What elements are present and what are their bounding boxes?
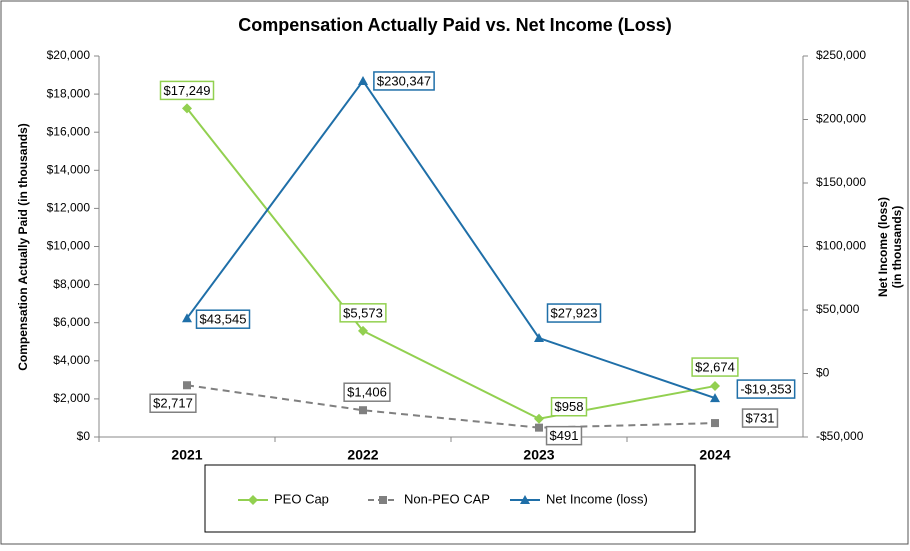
y-tick-label: $10,000	[47, 239, 91, 253]
x-tick-label: 2023	[523, 447, 554, 463]
y-tick-label: $4,000	[53, 353, 90, 367]
data-label: $958	[555, 399, 584, 414]
y-tick-label: $2,000	[53, 391, 90, 405]
point	[182, 103, 192, 114]
data-label: $5,573	[343, 305, 383, 320]
x-tick-label: 2024	[699, 447, 730, 463]
legend-box	[204, 464, 696, 533]
y2-tick-label: $100,000	[816, 239, 866, 253]
point	[534, 413, 544, 424]
point	[358, 325, 368, 336]
point	[359, 406, 367, 415]
chart-title: Compensation Actually Paid vs. Net Incom…	[238, 15, 671, 35]
point	[183, 381, 191, 390]
point	[182, 313, 192, 323]
y-tick-label: $16,000	[47, 124, 91, 138]
point	[710, 381, 720, 392]
data-label-box	[195, 309, 251, 329]
point	[520, 495, 530, 504]
series-line	[186, 384, 716, 429]
point	[379, 496, 387, 504]
x-tick-label: 2021	[171, 447, 202, 463]
data-label-box	[545, 425, 583, 446]
y-tick-label: $18,000	[47, 86, 91, 100]
data-label-box	[550, 397, 588, 417]
point	[535, 423, 543, 432]
point	[710, 393, 720, 403]
data-label-box	[159, 80, 215, 101]
point	[358, 75, 368, 85]
y2-tick-label: -$50,000	[816, 429, 864, 443]
point	[711, 419, 719, 428]
y2-tick-label: $0	[816, 366, 830, 380]
y2-axis-label: Net Income (loss)	[876, 197, 890, 297]
y2-tick-label: $200,000	[816, 112, 866, 126]
data-label: $2,674	[695, 359, 735, 374]
data-label-box	[741, 408, 779, 428]
y-tick-label: $6,000	[53, 315, 90, 329]
series-line	[186, 107, 716, 420]
y2-tick-label: $50,000	[816, 302, 860, 316]
point	[248, 495, 258, 505]
y2-axis-label: (in thousands)	[890, 206, 904, 289]
data-label-box	[149, 393, 197, 413]
data-label: $1,406	[347, 385, 387, 400]
legend-label: Non-PEO CAP	[404, 491, 490, 506]
point	[534, 333, 544, 343]
data-label-box	[373, 71, 435, 91]
data-label-box	[339, 303, 387, 323]
data-label-box	[691, 357, 739, 377]
y-axis-label: Compensation Actually Paid (in thousands…	[16, 123, 30, 371]
y-tick-label: $12,000	[47, 201, 91, 215]
data-label: -$19,353	[740, 382, 791, 397]
y-tick-label: $8,000	[53, 277, 90, 291]
data-label: $230,347	[377, 73, 431, 88]
x-tick-label: 2022	[347, 447, 378, 463]
data-label: $43,545	[200, 312, 247, 327]
legend-label: PEO Cap	[274, 491, 329, 506]
data-label: $2,717	[153, 396, 193, 411]
data-label: $491	[550, 428, 579, 443]
data-label-box	[736, 379, 796, 399]
y-tick-label: $20,000	[47, 48, 91, 62]
y-tick-label: $0	[77, 429, 91, 443]
legend-label: Net Income (loss)	[546, 491, 648, 506]
y2-tick-label: $150,000	[816, 175, 866, 189]
data-label: $27,923	[551, 305, 598, 320]
data-label-box	[343, 382, 391, 402]
series-line	[186, 79, 716, 400]
y-tick-label: $14,000	[47, 162, 91, 176]
data-label: $731	[746, 411, 775, 426]
data-label-box	[546, 303, 602, 323]
y2-tick-label: $250,000	[816, 48, 866, 62]
data-label: $17,249	[164, 83, 211, 98]
